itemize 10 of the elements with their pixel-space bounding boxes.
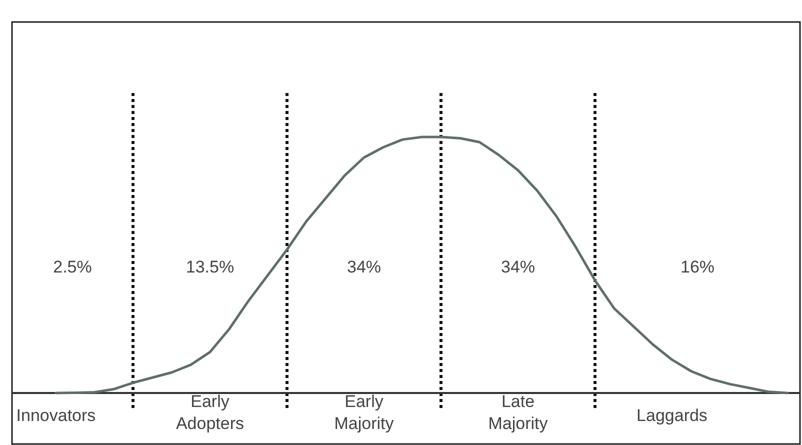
x-tick-label: Laggards: [636, 406, 708, 425]
annotation: 34%: [346, 257, 382, 276]
annotation: 16%: [680, 257, 715, 276]
x-tick-label: Early Adopters: [176, 392, 244, 433]
annotation: 34%: [500, 257, 536, 276]
x-tick-label: Innovators: [16, 406, 96, 425]
x-tick-label: Early Majority: [334, 392, 394, 433]
x-tick-label: Late Majority: [488, 392, 548, 433]
annotation: 13.5%: [186, 257, 234, 276]
annotation: 2.5%: [53, 257, 92, 276]
